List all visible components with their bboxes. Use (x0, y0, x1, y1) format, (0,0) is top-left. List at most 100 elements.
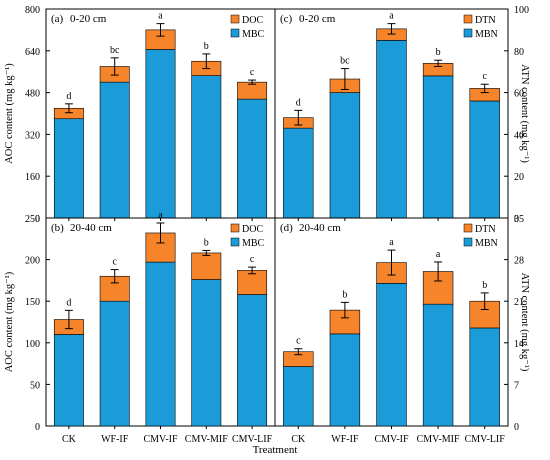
legend-swatch (230, 14, 240, 24)
y-tick-label: 0 (514, 422, 519, 433)
bar-mbc (53, 334, 84, 427)
y-tick-label: 100 (514, 5, 529, 16)
y-axis-title: ATN content (mg kg⁻¹) (519, 273, 530, 372)
y-tick-label: 150 (25, 297, 40, 308)
legend-label: DOC (242, 224, 263, 235)
y-tick-label: 28 (514, 256, 524, 267)
legend-label: DTN (475, 224, 496, 235)
y-axis-title: AOC content (mg kg⁻¹) (4, 271, 15, 372)
y-tick-label: 800 (25, 5, 40, 16)
significance-letter: b (342, 289, 347, 300)
legend-swatch (230, 223, 240, 233)
significance-letter: bc (110, 45, 120, 56)
significance-letter: c (250, 254, 255, 265)
legend-swatch (463, 237, 473, 247)
x-tick-label: CMV-MIF (417, 434, 460, 445)
legend-label: DTN (475, 15, 496, 26)
panel-b: 0 50 100 150 200 250 AOC content (mg kg⁻¹) d CK c… (4, 210, 276, 445)
significance-letter: d (296, 97, 301, 108)
bar-mbn (283, 127, 314, 219)
legend-label: MBC (242, 238, 265, 249)
y-tick-label: 640 (25, 47, 40, 58)
y-tick-label: 20 (514, 172, 524, 183)
significance-letter: a (389, 11, 394, 22)
legend-swatch (463, 14, 473, 24)
bar-mbc (99, 300, 130, 427)
y-tick-label: 14 (514, 339, 524, 350)
significance-letter: b (436, 47, 441, 58)
panel-d: 0 7 14 21 28 35 ATN content (mg kg⁻¹) c CK b WF-IF… (274, 214, 530, 445)
panel-label: (d) (280, 222, 293, 234)
x-tick-label: CK (291, 434, 306, 445)
bar-mbn (329, 333, 361, 427)
y-tick-label: 200 (25, 256, 40, 267)
y-axis-title: ATN content (mg kg⁻¹) (519, 64, 530, 163)
depth-label: 0-20 cm (70, 13, 107, 25)
x-tick-label: WF-IF (101, 434, 129, 445)
y-tick-label: 160 (25, 172, 40, 183)
bar-mbc (145, 49, 176, 219)
significance-letter: b (204, 41, 209, 52)
bar-mbn (469, 100, 500, 219)
significance-letter: a (436, 249, 441, 260)
significance-letter: c (112, 257, 117, 268)
x-tick-label: CMV-IF (374, 434, 409, 445)
depth-label: 20-40 cm (299, 222, 341, 234)
bar-mbn (329, 92, 361, 219)
bar-doc (191, 252, 222, 280)
significance-letter: c (482, 71, 487, 82)
significance-letter: d (66, 91, 71, 102)
bar-doc (237, 270, 268, 295)
legend-swatch (230, 28, 240, 38)
x-tick-label: CMV-MIF (185, 434, 228, 445)
depth-label: 0-20 cm (299, 13, 336, 25)
legend-label: MBN (475, 238, 498, 249)
x-tick-label: CMV-LIF (232, 434, 273, 445)
y-tick-label: 40 (514, 130, 524, 141)
y-tick-label: 320 (25, 130, 40, 141)
x-tick-label: WF-IF (331, 434, 359, 445)
x-tick-label: CMV-LIF (465, 434, 506, 445)
significance-letter: c (296, 336, 301, 347)
bar-mbc (53, 118, 84, 219)
y-tick-label: 0 (514, 214, 519, 225)
y-tick-label: 35 (514, 214, 524, 225)
panel-label: (a) (51, 13, 64, 25)
significance-letter: bc (340, 56, 350, 67)
bar-mbc (191, 279, 222, 427)
bar-mbn (422, 303, 454, 427)
y-tick-label: 21 (514, 297, 524, 308)
y-tick-label: 50 (30, 380, 40, 391)
significance-letter: a (158, 210, 163, 221)
y-tick-label: 60 (514, 89, 524, 100)
y-tick-label: 480 (25, 89, 40, 100)
bar-mbn (283, 366, 314, 427)
y-tick-label: 100 (25, 339, 40, 350)
significance-letter: b (204, 237, 209, 248)
significance-letter: a (389, 237, 394, 248)
y-tick-label: 250 (25, 214, 40, 225)
bar-mbn (422, 75, 454, 219)
x-tick-label: CMV-IF (143, 434, 178, 445)
y-tick-label: 7 (514, 380, 519, 391)
legend-swatch (463, 223, 473, 233)
panel-label: (c) (280, 13, 293, 25)
x-axis-title: Treatment (253, 444, 298, 456)
depth-label: 20-40 cm (70, 222, 112, 234)
y-tick-label: 0 (35, 422, 40, 433)
panel-label: (b) (51, 222, 64, 234)
bar-mbn (376, 283, 407, 427)
legend-swatch (463, 28, 473, 38)
significance-letter: a (158, 11, 163, 22)
y-axis-title: AOC content (mg kg⁻¹) (4, 63, 15, 164)
bar-mbc (191, 75, 222, 219)
bar-mbc (237, 98, 268, 219)
bar-mbn (376, 40, 407, 219)
significance-letter: d (66, 297, 71, 308)
legend-label: DOC (242, 15, 263, 26)
x-tick-label: CK (62, 434, 77, 445)
legend-swatch (230, 237, 240, 247)
bar-mbc (99, 81, 130, 219)
